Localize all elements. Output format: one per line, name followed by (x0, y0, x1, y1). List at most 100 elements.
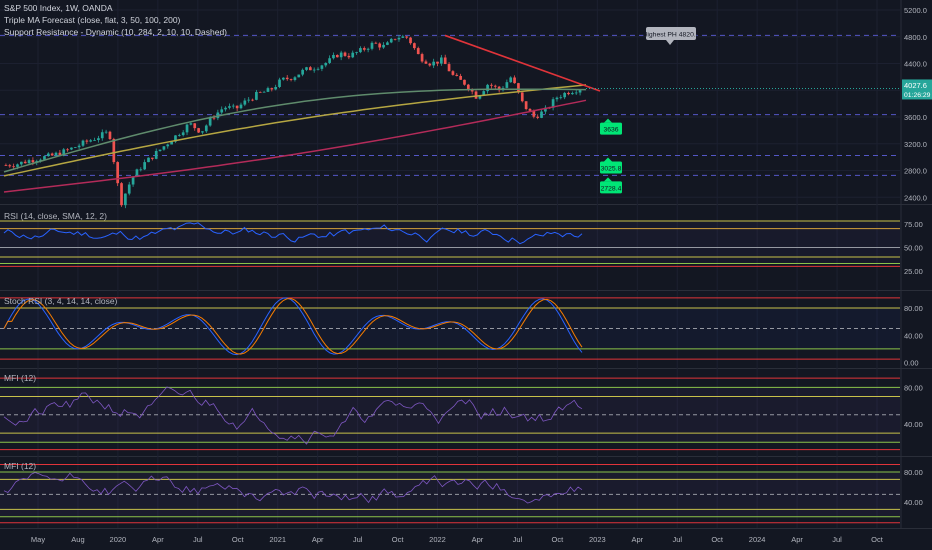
x-axis-tick-label[interactable]: 2022 (429, 535, 446, 544)
label-pointer (604, 157, 612, 162)
candle-body (420, 54, 424, 62)
candle-body (116, 162, 120, 184)
candle-body (43, 156, 46, 160)
x-axis-tick-label[interactable]: Jul (513, 535, 523, 544)
candle-body (505, 82, 509, 88)
x-axis-tick-label[interactable]: Apr (472, 535, 484, 544)
candle-body (73, 147, 77, 149)
x-axis-tick-label[interactable]: Oct (711, 535, 724, 544)
x-axis-tick-label[interactable]: Apr (791, 535, 803, 544)
candle-body (359, 48, 362, 53)
candle-body (493, 85, 497, 87)
candle-body (181, 132, 185, 136)
x-axis-tick-label[interactable]: Apr (631, 535, 643, 544)
x-axis-tick-label[interactable]: Apr (152, 535, 164, 544)
candle-body (289, 79, 293, 80)
candle-body (231, 105, 235, 107)
stoch-rsi-pane-label[interactable]: Stoch RSI (3, 4, 14, 14, close) (4, 296, 118, 306)
candle-body (397, 37, 401, 40)
candle-body (228, 106, 231, 108)
highest-ph-callout[interactable]: Highest PH 4820.2 (642, 27, 700, 45)
x-axis-tick-label[interactable]: Aug (71, 535, 84, 544)
support-level-label[interactable]: 3025.8 (600, 157, 622, 174)
candle-body (524, 101, 528, 110)
label-box (600, 181, 622, 194)
x-axis-tick-label[interactable]: Oct (871, 535, 884, 544)
label-pointer (604, 177, 612, 182)
candle-body (520, 92, 524, 102)
candle-body (112, 138, 116, 163)
triple-ma-indicator-label[interactable]: Triple MA Forecast (close, flat, 3, 50, … (4, 15, 181, 25)
x-axis-tick-label[interactable]: Jul (832, 535, 842, 544)
candle-body (258, 91, 262, 93)
x-axis-tick-label[interactable]: Oct (392, 535, 405, 544)
candle-body (262, 91, 266, 93)
candle-body (567, 92, 570, 95)
ma-50-line (3, 88, 587, 173)
candle-body (513, 77, 516, 84)
x-axis-tick-label[interactable]: Apr (312, 535, 324, 544)
callout-text: Highest PH 4820.2 (642, 32, 699, 39)
x-axis-tick-label[interactable]: May (31, 535, 45, 544)
candle-body (532, 110, 536, 117)
candle-body (100, 132, 104, 139)
candle-body (139, 169, 143, 171)
stoch-axis-tick: 0.00 (904, 359, 919, 368)
candle-body (443, 57, 447, 65)
candle-body (27, 160, 31, 164)
support-resistance-indicator-label[interactable]: Support Resistance - Dynamic (10, 284, 2… (4, 27, 228, 37)
x-axis-tick-label[interactable]: 2023 (589, 535, 606, 544)
label-box (600, 161, 622, 174)
mfi-pane-label-2[interactable]: MFI (12) (4, 461, 37, 471)
x-axis-tick-label[interactable]: Jul (672, 535, 682, 544)
rsi-axis-tick: 25.00 (904, 267, 923, 276)
candle-body (124, 193, 127, 206)
candle-body (251, 99, 254, 101)
candle-body (451, 71, 455, 75)
x-axis-tick-label[interactable]: Oct (552, 535, 565, 544)
candle-body (544, 107, 547, 112)
candle-body (239, 104, 243, 109)
candle-body (108, 131, 112, 139)
candle-body (135, 169, 139, 177)
candle-body (224, 107, 227, 110)
candle-body (131, 176, 135, 185)
candle-body (120, 183, 123, 206)
stoch-axis-tick: 80.00 (904, 304, 923, 313)
candle-body (255, 91, 258, 100)
mfi1-axis-tick: 40.00 (904, 420, 923, 429)
candle-body (474, 91, 478, 99)
candle-body (147, 157, 150, 163)
rsi-axis-tick: 75.00 (904, 220, 923, 229)
rsi-pane-label[interactable]: RSI (14, close, SMA, 12, 2) (4, 211, 107, 221)
x-axis-tick-label[interactable]: 2020 (110, 535, 127, 544)
candle-body (104, 131, 108, 133)
candle-body (93, 140, 96, 141)
mfi-pane-label[interactable]: MFI (12) (4, 373, 37, 383)
candle-body (416, 48, 420, 55)
price-axis-tick-label: 3600.0 (904, 113, 927, 122)
candle-body (536, 116, 540, 118)
candle-body (378, 43, 382, 48)
x-axis-tick-label[interactable]: 2021 (269, 535, 286, 544)
candle-body (50, 153, 54, 156)
x-axis-tick-label[interactable]: Jul (353, 535, 363, 544)
x-axis-tick-label[interactable]: Oct (232, 535, 245, 544)
x-axis-tick-label[interactable]: 2024 (749, 535, 766, 544)
candle-body (343, 52, 347, 56)
candle-body (386, 42, 389, 45)
candle-body (355, 52, 358, 53)
candle-body (401, 36, 405, 38)
support-level-label[interactable]: 3636 (600, 118, 622, 135)
candle-body (212, 117, 216, 119)
x-axis-tick-label[interactable]: Jul (193, 535, 203, 544)
support-level-label[interactable]: 2728.4 (600, 177, 622, 194)
candle-body (332, 54, 335, 59)
candle-body (19, 161, 23, 165)
candle-body (143, 162, 146, 170)
candle-body (374, 42, 378, 44)
candle-body (447, 64, 451, 72)
candle-body (127, 184, 131, 194)
candle-body (154, 150, 158, 159)
